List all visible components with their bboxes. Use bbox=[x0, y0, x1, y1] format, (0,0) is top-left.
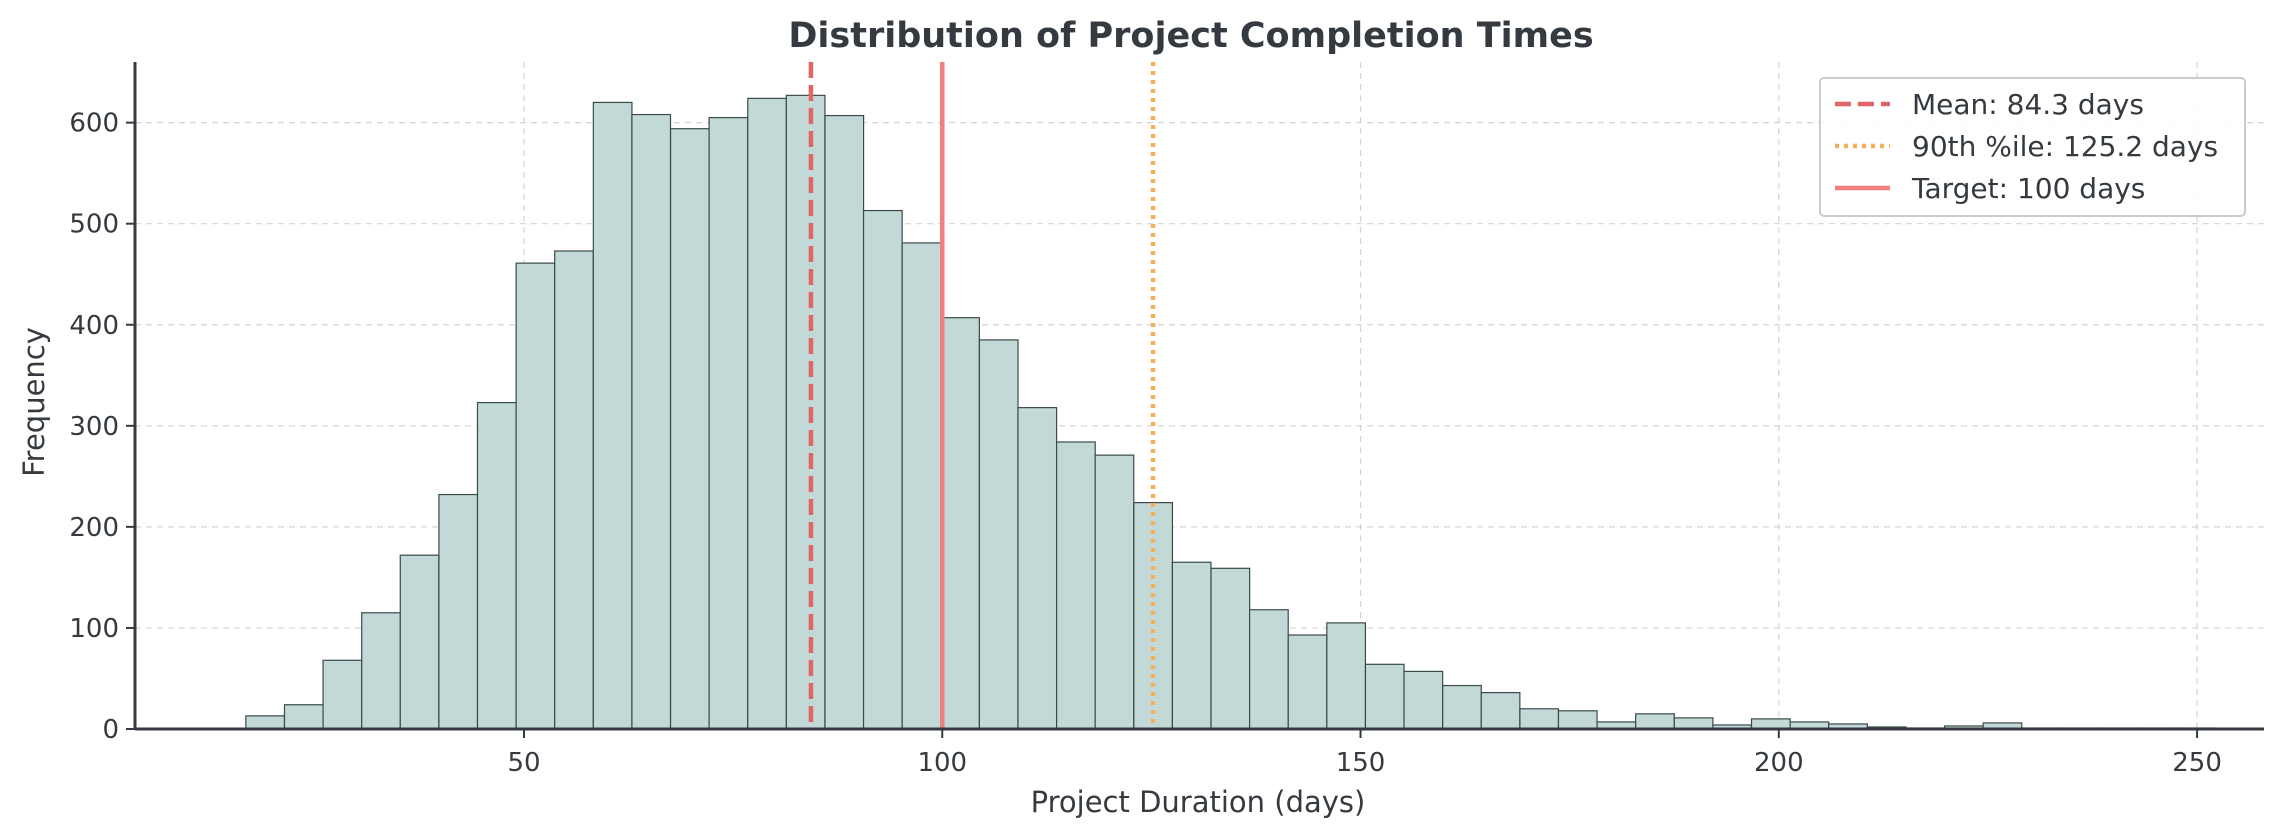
histogram-bar bbox=[1557, 710, 1598, 730]
histogram-bar bbox=[361, 612, 401, 730]
histogram-bar bbox=[1171, 561, 1212, 730]
reference-lines bbox=[808, 62, 1156, 729]
y-ticks: 0 100 200 300 400 500 600 bbox=[69, 109, 135, 745]
histogram-bar bbox=[322, 659, 363, 730]
y-tick-label: 400 bbox=[69, 311, 119, 341]
legend-label: 90th %ile: 125.2 days bbox=[1912, 130, 2218, 163]
histogram-bars bbox=[245, 94, 2216, 730]
histogram-bar bbox=[824, 114, 865, 730]
histogram-bar bbox=[747, 97, 787, 730]
x-tick-label: 50 bbox=[507, 748, 540, 778]
histogram-bar bbox=[631, 113, 672, 730]
histogram-bar bbox=[438, 493, 479, 730]
histogram-bar bbox=[1635, 713, 1675, 730]
histogram-bar bbox=[901, 242, 942, 730]
histogram-bar bbox=[245, 715, 286, 730]
histogram-bar bbox=[1210, 567, 1251, 730]
histogram-bar bbox=[785, 94, 826, 730]
histogram-bar bbox=[1519, 708, 1560, 730]
y-tick-label: 0 bbox=[102, 715, 119, 745]
histogram-bar bbox=[1094, 454, 1135, 730]
y-axis-label: Frequency bbox=[17, 327, 51, 477]
histogram-bar bbox=[1750, 718, 1791, 730]
histogram-bar bbox=[978, 339, 1019, 730]
histogram-bar bbox=[940, 317, 980, 730]
legend-box bbox=[1819, 77, 2246, 217]
x-tick-label: 150 bbox=[1336, 748, 1386, 778]
histogram-bar bbox=[862, 209, 903, 730]
histogram-bar bbox=[669, 128, 710, 730]
histogram-bar bbox=[515, 262, 556, 730]
histogram-bar bbox=[283, 704, 324, 730]
histogram-bar bbox=[399, 554, 440, 730]
histogram-bar bbox=[1364, 663, 1405, 730]
histogram-bar bbox=[1287, 634, 1328, 730]
legend-label: Target: 100 days bbox=[1911, 172, 2145, 205]
x-ticks: 50 100 150 200 250 bbox=[507, 729, 2222, 778]
x-axis-label: Project Duration (days) bbox=[1031, 785, 1366, 819]
histogram-bar bbox=[1017, 407, 1058, 730]
legend-label: Mean: 84.3 days bbox=[1912, 88, 2144, 121]
histogram-bar bbox=[708, 116, 749, 730]
x-tick-label: 250 bbox=[2172, 748, 2222, 778]
y-tick-label: 500 bbox=[69, 210, 119, 240]
histogram-bar bbox=[1442, 684, 1482, 730]
histogram-bar bbox=[1056, 441, 1096, 730]
histogram-bar bbox=[1480, 692, 1521, 730]
histogram-bar bbox=[1326, 622, 1367, 730]
histogram-bar bbox=[1403, 670, 1444, 730]
histogram-bar bbox=[476, 401, 517, 730]
x-tick-label: 100 bbox=[917, 748, 967, 778]
histogram-bar bbox=[554, 250, 594, 730]
y-tick-label: 600 bbox=[69, 109, 119, 139]
histogram-bar bbox=[592, 101, 633, 730]
y-tick-label: 300 bbox=[69, 412, 119, 442]
y-tick-label: 200 bbox=[69, 513, 119, 543]
histogram-bar bbox=[1249, 609, 1289, 730]
x-tick-label: 200 bbox=[1754, 748, 1804, 778]
legend: Mean: 84.3 days 90th %ile: 125.2 days Targ… bbox=[1819, 77, 2246, 217]
y-tick-label: 100 bbox=[69, 614, 119, 644]
histogram-bar bbox=[1673, 717, 1714, 730]
chart-title: Distribution of Project Completion Times bbox=[788, 16, 1593, 56]
